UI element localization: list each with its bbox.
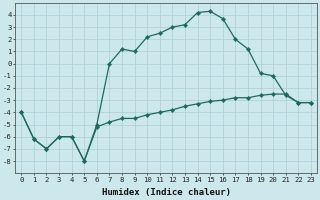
X-axis label: Humidex (Indice chaleur): Humidex (Indice chaleur): [102, 188, 231, 197]
